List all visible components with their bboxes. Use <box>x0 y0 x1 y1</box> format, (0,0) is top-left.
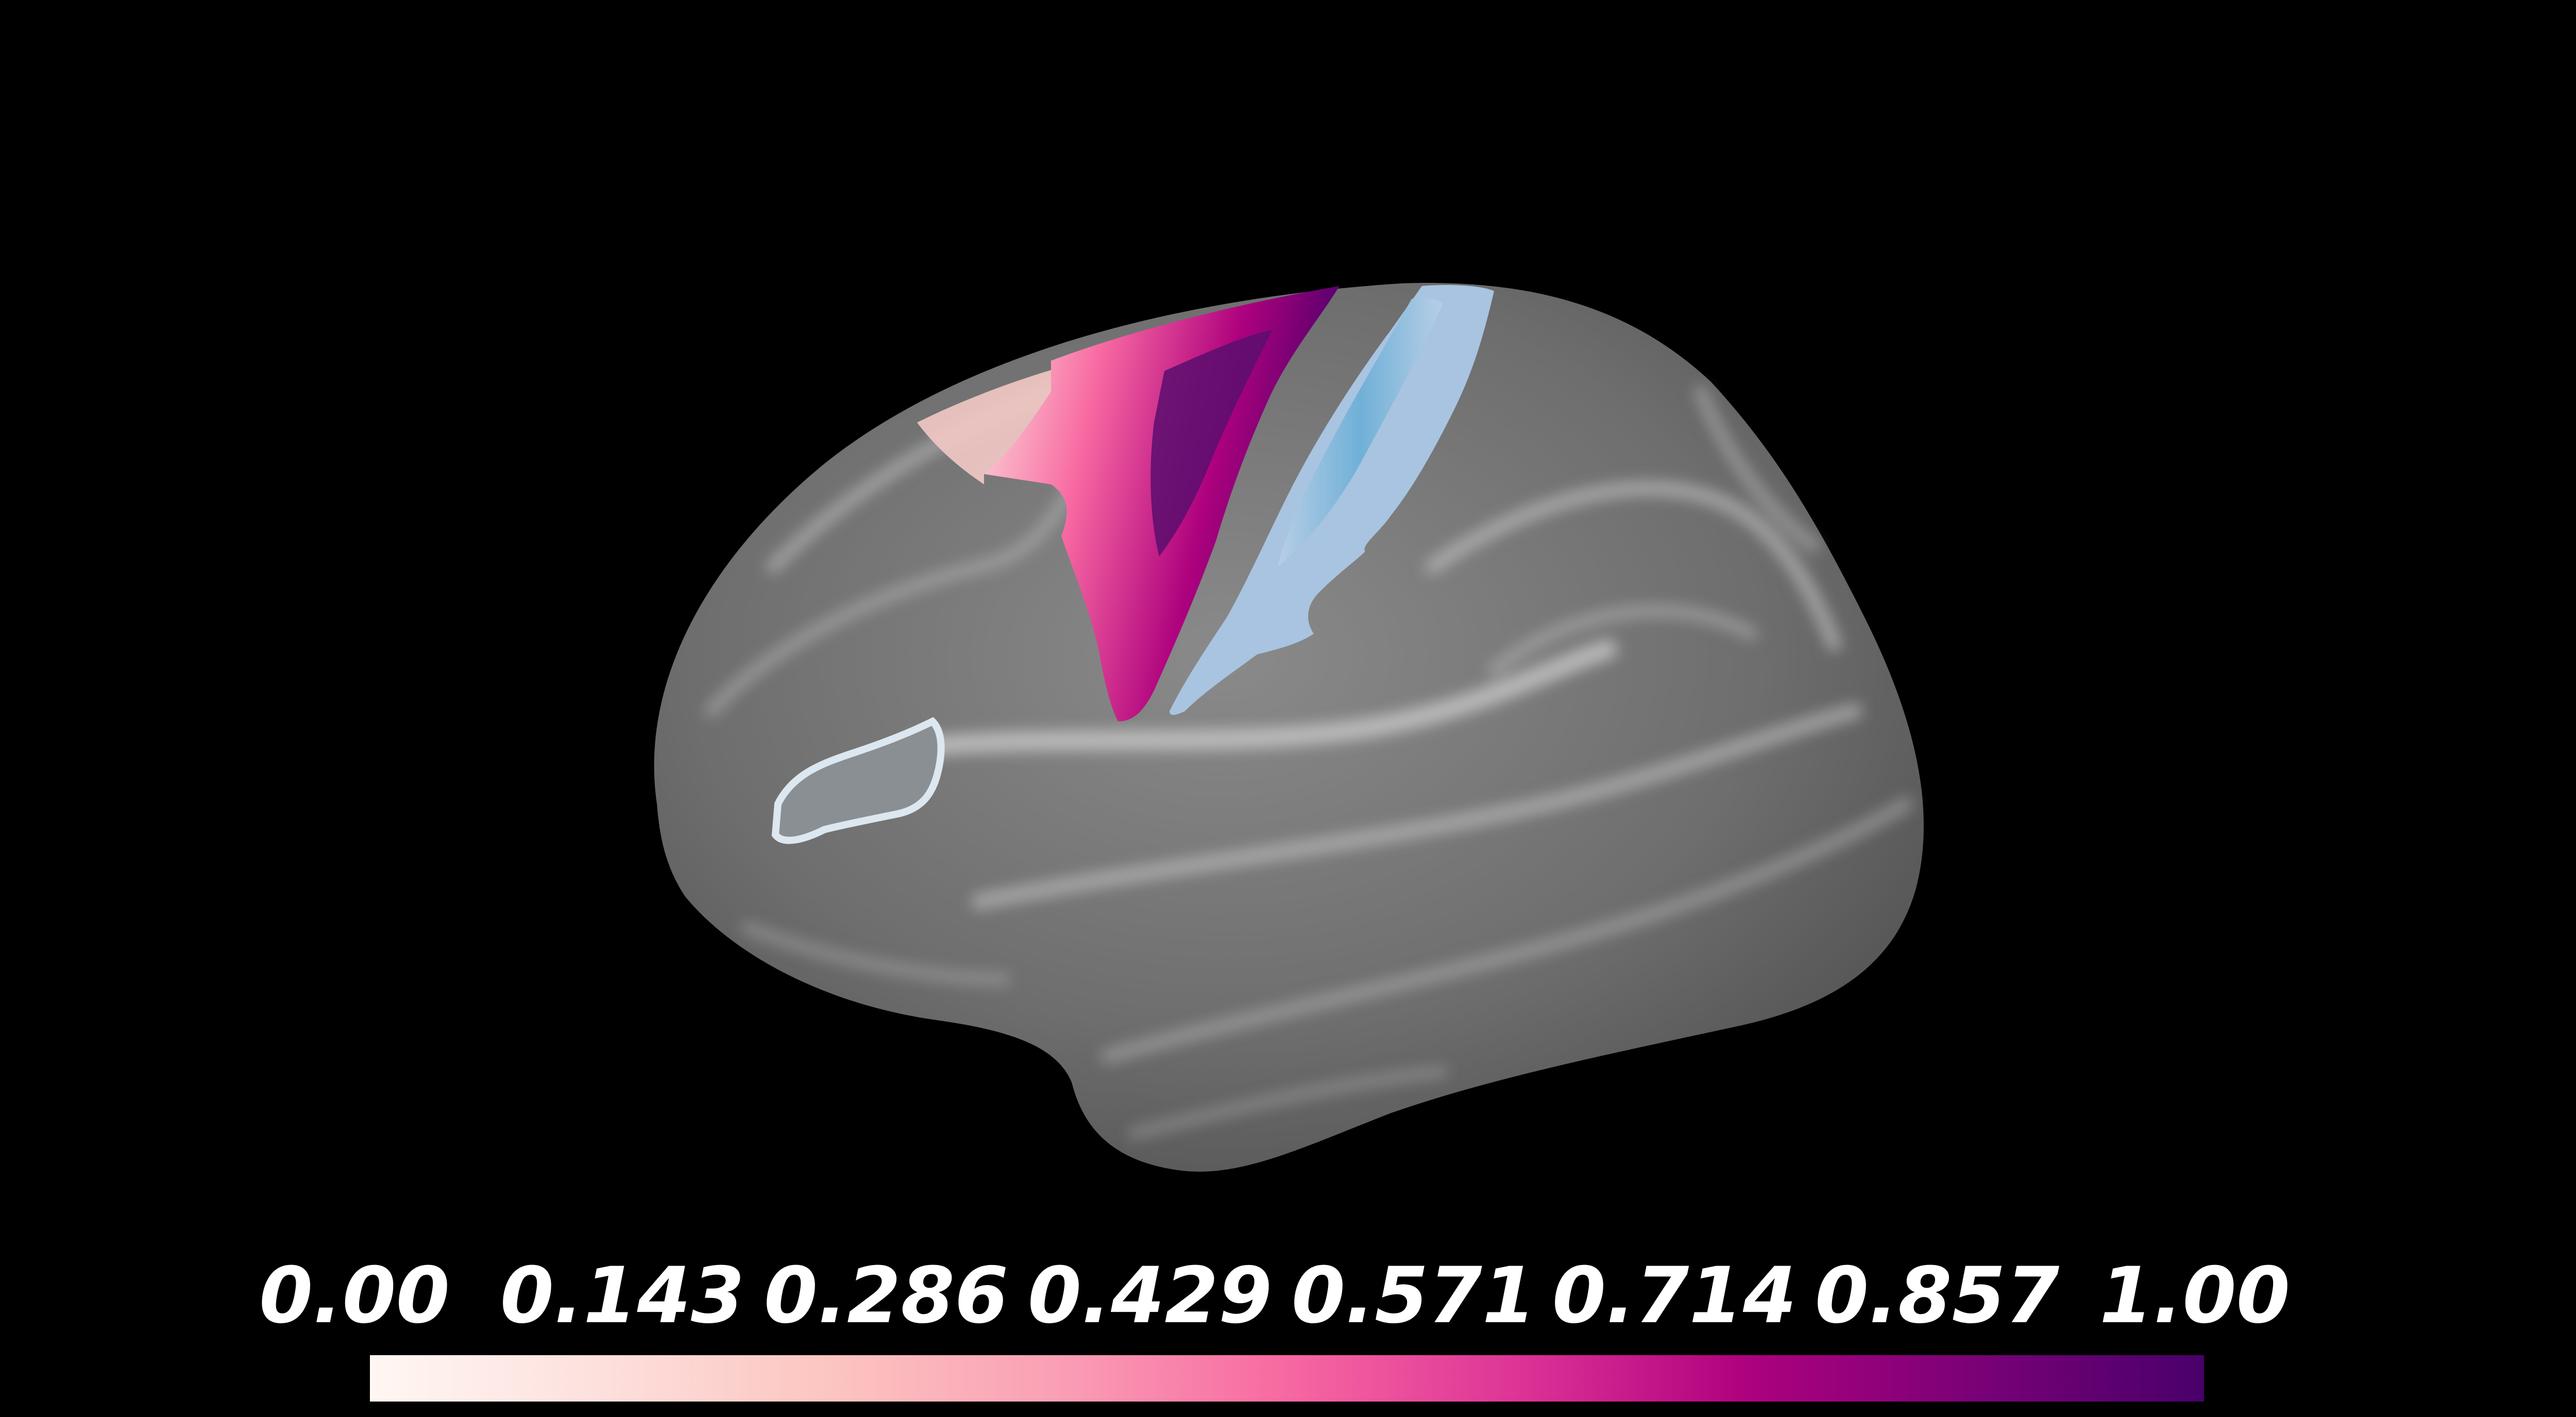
brain-hemisphere <box>654 283 1924 1172</box>
temporal-pole-line <box>1128 1067 1448 1139</box>
inferior-frontal-outline-region <box>771 717 945 844</box>
precentral-gradient-region <box>917 286 1340 721</box>
superior-temporal-sulcus <box>971 703 1862 909</box>
inferior-temporal-line <box>1101 797 1913 1063</box>
sylvian-fissure <box>907 639 1617 757</box>
precentral-core <box>1150 330 1273 556</box>
postcentral-region <box>1170 285 1494 715</box>
occipital-line <box>1694 385 1820 552</box>
postcentral-core <box>1278 298 1443 567</box>
middle-frontal-line <box>705 458 1088 717</box>
lower-surface-line <box>741 922 1010 985</box>
parietal-arc <box>1488 604 1758 676</box>
inferior-frontal-outline <box>771 717 945 844</box>
intraparietal-line <box>1425 481 1841 651</box>
